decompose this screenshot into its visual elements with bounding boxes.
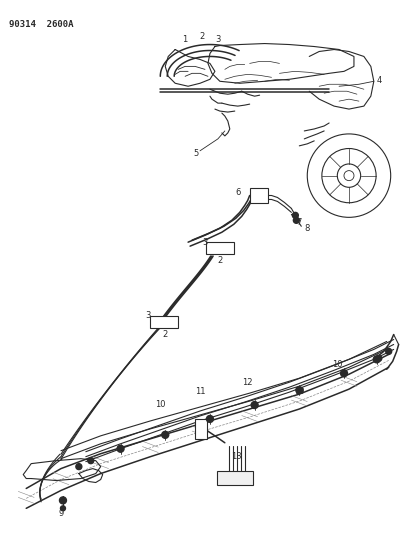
Circle shape xyxy=(61,506,65,511)
Circle shape xyxy=(373,356,380,363)
Text: 13: 13 xyxy=(231,452,242,461)
Circle shape xyxy=(386,349,392,354)
Circle shape xyxy=(292,212,298,219)
Circle shape xyxy=(162,431,169,438)
Circle shape xyxy=(376,356,382,361)
Text: 3: 3 xyxy=(146,311,151,320)
Text: 2: 2 xyxy=(200,32,204,41)
Text: 5: 5 xyxy=(194,149,199,158)
FancyBboxPatch shape xyxy=(250,188,267,204)
Text: 10: 10 xyxy=(332,360,342,369)
Circle shape xyxy=(206,415,213,423)
Circle shape xyxy=(117,445,124,452)
Circle shape xyxy=(293,217,299,223)
Text: 8: 8 xyxy=(305,224,310,233)
Text: 2: 2 xyxy=(163,330,168,339)
Circle shape xyxy=(251,401,258,408)
Text: 3: 3 xyxy=(215,35,221,44)
FancyBboxPatch shape xyxy=(206,242,234,254)
Circle shape xyxy=(296,386,303,393)
FancyBboxPatch shape xyxy=(217,471,252,486)
Circle shape xyxy=(59,497,66,504)
Text: 3: 3 xyxy=(202,238,208,247)
Text: 90314  2600A: 90314 2600A xyxy=(9,20,74,29)
FancyBboxPatch shape xyxy=(150,316,178,328)
Text: 9: 9 xyxy=(58,509,63,518)
FancyBboxPatch shape xyxy=(195,419,207,439)
Text: 4: 4 xyxy=(377,76,382,85)
Text: 1: 1 xyxy=(183,35,188,44)
Circle shape xyxy=(76,464,82,470)
Text: 12: 12 xyxy=(242,378,253,387)
Text: 10: 10 xyxy=(155,400,166,409)
Text: 11: 11 xyxy=(195,386,205,395)
Text: 7: 7 xyxy=(297,218,302,227)
Circle shape xyxy=(88,458,94,464)
Text: 6: 6 xyxy=(235,188,240,197)
Circle shape xyxy=(341,370,347,377)
Text: 10: 10 xyxy=(294,386,305,395)
Text: 2: 2 xyxy=(217,255,223,264)
